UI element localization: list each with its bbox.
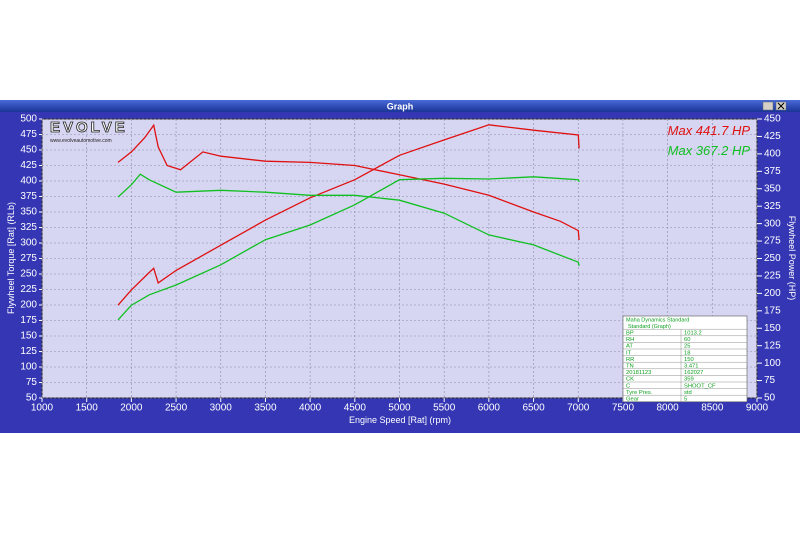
table-cell: BP: [626, 330, 634, 336]
y-tick-label: 425: [20, 160, 37, 171]
x-tick-label: 2000: [120, 403, 143, 414]
data-line: [117, 176, 580, 321]
y-axis-label: Flywheel Torque [Rat] (RLb): [6, 202, 16, 314]
table-cell: IT: [626, 350, 632, 356]
y-tick-label: 225: [20, 284, 37, 295]
x-tick-label: 5500: [433, 403, 456, 414]
y2-tick-label: 350: [764, 183, 781, 194]
y-tick-label: 175: [20, 315, 37, 326]
y2-tick-label: 275: [764, 236, 781, 247]
y-tick-label: 250: [20, 269, 37, 280]
y2-tick-label: 300: [764, 218, 781, 229]
close-icon: [777, 102, 785, 110]
y2-tick-label: 75: [764, 375, 776, 386]
table-cell: 1013.2: [684, 330, 702, 336]
y2-tick-label: 200: [764, 288, 781, 299]
table-bg: [622, 315, 748, 403]
table-cell: RH: [626, 337, 634, 343]
y2-tick-label: 50: [764, 393, 776, 404]
y2-tick-label: 425: [764, 131, 781, 142]
y-tick-label: 150: [20, 331, 37, 342]
y2-tick-label: 250: [764, 253, 781, 264]
table-cell: C: [626, 383, 630, 389]
table-cell: SHOOT_CF: [684, 383, 716, 389]
x-tick-label: 7000: [567, 403, 590, 414]
logo-url: www.evolveautomotive.com: [50, 138, 112, 144]
y-tick-label: 350: [20, 207, 37, 218]
window-title: Graph: [387, 101, 414, 111]
table-header: Standard (Graph): [628, 324, 671, 330]
table-cell: std: [684, 390, 692, 396]
table-cell: RR: [626, 357, 634, 363]
table-cell: 150: [684, 357, 694, 363]
y-tick-label: 400: [20, 176, 37, 187]
table-cell: AT: [626, 344, 633, 350]
x-axis-label: Engine Speed [Rat] (rpm): [349, 415, 451, 425]
table-cell: 18: [684, 350, 690, 356]
table-header: Maha Dynamics Standard: [626, 317, 689, 323]
y2-tick-label: 375: [764, 166, 781, 177]
table-cell: 25: [684, 344, 690, 350]
y-tick-label: 375: [20, 191, 37, 202]
y2-tick-label: 225: [764, 271, 781, 282]
y2-tick-label: 175: [764, 305, 781, 316]
x-tick-label: 2500: [165, 403, 188, 414]
x-tick-label: 3500: [254, 403, 277, 414]
x-tick-label: 7500: [612, 403, 635, 414]
data-line: [117, 173, 580, 267]
x-tick-label: 4500: [344, 403, 367, 414]
y-tick-label: 75: [26, 377, 38, 388]
y-tick-label: 200: [20, 300, 37, 311]
table-cell: 60: [684, 337, 690, 343]
y2-tick-label: 125: [764, 340, 781, 351]
table-cell: Tyre Pres.: [626, 390, 653, 396]
y-tick-label: 100: [20, 362, 37, 373]
x-tick-label: 1500: [76, 403, 99, 414]
table-cell: Gear: [626, 396, 639, 402]
x-tick-label: 5000: [388, 403, 411, 414]
x-tick-label: 6000: [478, 403, 501, 414]
table-cell: TN: [626, 363, 634, 369]
y2-tick-label: 325: [764, 201, 781, 212]
title-bar: [0, 100, 800, 112]
y-tick-label: 475: [20, 129, 37, 140]
y2-tick-label: 150: [764, 323, 781, 334]
y2-tick-label: 450: [764, 114, 781, 125]
x-tick-label: 6500: [522, 403, 545, 414]
y-tick-label: 50: [26, 393, 38, 404]
table-cell: CK: [626, 377, 634, 383]
y-tick-label: 450: [20, 145, 37, 156]
y-tick-label: 300: [20, 238, 37, 249]
data-line: [117, 123, 580, 240]
table-cell: 5: [684, 396, 687, 402]
y2-tick-label: 100: [764, 358, 781, 369]
x-tick-label: 8500: [701, 403, 724, 414]
restore-button[interactable]: [762, 101, 774, 111]
x-tick-label: 1000: [31, 403, 54, 414]
y-tick-label: 275: [20, 253, 37, 264]
data-line: [117, 124, 580, 306]
table-cell: 20181123: [626, 370, 651, 376]
table-cell: 162027: [684, 370, 703, 376]
x-tick-label: 4000: [299, 403, 322, 414]
table-cell: 3.471: [684, 363, 699, 369]
x-tick-label: 8000: [657, 403, 680, 414]
y-tick-label: 325: [20, 222, 37, 233]
x-tick-label: 9000: [746, 403, 769, 414]
y-tick-label: 125: [20, 346, 37, 357]
y-tick-label: 500: [20, 114, 37, 125]
annotation: Max 367.2 HP: [668, 143, 751, 158]
table-cell: 359: [684, 377, 694, 383]
annotation: Max 441.7 HP: [668, 123, 751, 138]
y2-axis-label: Flywheel Power (HP): [787, 216, 797, 301]
logo: EVOLVE: [50, 119, 128, 136]
x-tick-label: 3000: [210, 403, 233, 414]
lines: [117, 123, 580, 321]
y2-tick-label: 400: [764, 149, 781, 160]
